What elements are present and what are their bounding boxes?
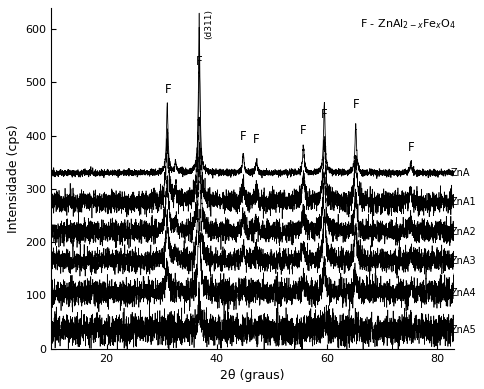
Text: ZnA2: ZnA2 (451, 226, 477, 237)
Text: F: F (300, 124, 307, 137)
Text: ZnA5: ZnA5 (451, 325, 477, 335)
Text: F: F (240, 130, 247, 143)
Text: ZnA1: ZnA1 (451, 197, 477, 207)
Text: F: F (408, 141, 414, 154)
Text: F: F (253, 133, 260, 146)
Text: (d311): (d311) (205, 9, 214, 39)
Text: F: F (352, 98, 359, 110)
X-axis label: 2θ (graus): 2θ (graus) (220, 369, 285, 382)
Text: ZnA: ZnA (451, 168, 470, 178)
Text: F: F (321, 108, 328, 121)
Text: ZnA4: ZnA4 (451, 288, 477, 298)
Text: ZnA3: ZnA3 (451, 256, 477, 266)
Text: F: F (165, 83, 172, 96)
Y-axis label: Intensidade (cps): Intensidade (cps) (7, 124, 20, 233)
Text: F: F (196, 54, 202, 68)
Text: F - ZnAl$_{2-x}$Fe$_{x}$O$_{4}$: F - ZnAl$_{2-x}$Fe$_{x}$O$_{4}$ (360, 17, 456, 31)
